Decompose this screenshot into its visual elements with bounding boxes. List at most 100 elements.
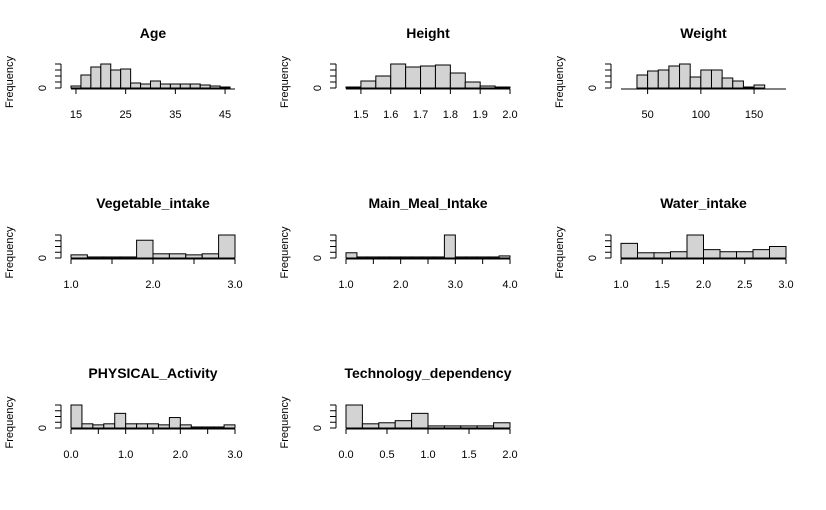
height-y-axis-label: Frequency	[279, 56, 291, 108]
height-bar	[479, 85, 496, 89]
physical-activity-bar	[103, 423, 116, 429]
age-x-tick-label: 25	[120, 109, 132, 121]
age-bar	[130, 82, 142, 89]
technology-dependency-y-tick-label: 0	[312, 425, 324, 431]
physical-activity-bar	[190, 426, 203, 429]
main-meal-intake-bar	[378, 256, 391, 259]
technology-dependency-x-tick-label: 1.5	[461, 449, 476, 461]
technology-dependency-bar	[427, 425, 445, 429]
height-y-tick-label: 0	[312, 85, 324, 91]
technology-dependency-bar	[411, 412, 429, 429]
vegetable-intake-bar	[103, 256, 121, 259]
physical-activity-bar	[136, 423, 149, 429]
main-meal-intake-bar	[476, 256, 489, 259]
physical-activity-x-tick-label: 0.0	[63, 449, 78, 461]
main-meal-intake-x-tick-label: 2.0	[393, 279, 408, 291]
age-bar	[120, 68, 132, 89]
main-meal-intake-y-axis-label: Frequency	[279, 226, 291, 278]
water-intake-y-tick-label: 0	[587, 255, 599, 261]
height-bar	[345, 86, 362, 89]
weight-x-tick-label: 50	[641, 109, 653, 121]
water-intake-x-tick-label: 3.0	[778, 279, 793, 291]
main-meal-intake-title: Main_Meal_Intake	[368, 195, 487, 211]
weight-bar	[753, 84, 766, 89]
weight-bar	[668, 65, 681, 89]
main-meal-intake-bar	[432, 256, 445, 259]
vegetable-intake-y-axis-label: Frequency	[4, 226, 16, 278]
technology-dependency-bar	[443, 425, 462, 429]
physical-activity-x-tick-label: 3.0	[227, 449, 242, 461]
age-bar	[140, 83, 152, 89]
main-meal-intake-x-tick-label: 4.0	[502, 279, 517, 291]
water-intake-bar	[686, 234, 704, 259]
physical-activity-x-tick-label: 1.0	[118, 449, 133, 461]
vegetable-intake-x-tick-label: 2.0	[145, 279, 160, 291]
water-intake-x-tick-label: 2.5	[737, 279, 752, 291]
technology-dependency-x-tick-label: 2.0	[502, 449, 517, 461]
water-intake-x-tick-label: 1.5	[655, 279, 670, 291]
water-intake-x-tick-label: 2.0	[696, 279, 711, 291]
height-bar	[464, 81, 481, 89]
weight-y-tick-label: 0	[587, 85, 599, 91]
height-bar	[405, 66, 422, 89]
main-meal-intake-bar	[465, 256, 478, 259]
main-meal-intake-x-tick-label: 1.0	[338, 279, 353, 291]
water-intake-bar	[736, 251, 754, 259]
height-bar	[449, 72, 466, 89]
technology-dependency-x-tick-label: 0.0	[338, 449, 353, 461]
technology-dependency-bar	[345, 404, 363, 429]
age-bar	[189, 83, 201, 89]
technology-dependency-x-tick-label: 1.0	[420, 449, 435, 461]
age-bar	[80, 74, 92, 89]
water-intake-bar	[620, 242, 638, 259]
weight-bar	[647, 70, 659, 89]
vegetable-intake-bar	[168, 253, 187, 259]
technology-dependency-y-axis-label: Frequency	[279, 396, 291, 448]
main-meal-intake-bar	[389, 256, 402, 259]
water-intake-bar	[769, 246, 787, 259]
height-bar	[494, 86, 511, 89]
main-meal-intake-bar	[411, 256, 424, 259]
age-bar	[110, 69, 122, 89]
height-bar	[375, 75, 392, 89]
weight-bar	[721, 77, 734, 89]
physical-activity-bar	[81, 423, 94, 429]
height-x-tick-label: 1.7	[413, 109, 428, 121]
physical-activity-bar	[212, 426, 225, 429]
physical-activity-bar	[223, 424, 236, 429]
vegetable-intake-bar	[119, 256, 138, 259]
age-x-tick-label: 35	[169, 109, 181, 121]
weight-bar	[710, 69, 723, 89]
age-bar	[209, 85, 221, 89]
height-bar	[420, 65, 436, 89]
height-title: Height	[406, 25, 450, 41]
age-y-tick-label: 0	[37, 85, 49, 91]
technology-dependency-bar	[361, 423, 380, 429]
height-x-tick-label: 1.9	[473, 109, 488, 121]
physical-activity-bar	[114, 412, 127, 429]
physical-activity-bar	[92, 424, 105, 429]
main-meal-intake-bar	[356, 256, 369, 259]
technology-dependency-bar	[460, 425, 478, 429]
vegetable-intake-bar	[86, 256, 105, 259]
height-bar	[390, 63, 407, 89]
weight-bar	[679, 63, 691, 89]
water-intake-bar	[653, 252, 671, 259]
main-meal-intake-bar	[454, 256, 467, 259]
age-x-tick-label: 45	[219, 109, 231, 121]
vegetable-intake-bar	[185, 254, 203, 259]
age-bar	[199, 84, 211, 89]
height-x-tick-label: 1.6	[383, 109, 398, 121]
vegetable-intake-bar	[201, 253, 220, 259]
vegetable-intake-bar	[218, 234, 236, 259]
age-bar	[169, 83, 181, 89]
technology-dependency-bar	[476, 425, 495, 429]
weight-x-tick-label: 100	[692, 109, 710, 121]
main-meal-intake-bar	[367, 256, 380, 259]
main-meal-intake-x-tick-label: 3.0	[448, 279, 463, 291]
height-x-tick-label: 2.0	[502, 109, 517, 121]
weight-title: Weight	[680, 25, 727, 41]
main-meal-intake-bar	[400, 256, 413, 259]
vegetable-intake-bar	[136, 239, 154, 259]
age-bar	[70, 85, 82, 89]
